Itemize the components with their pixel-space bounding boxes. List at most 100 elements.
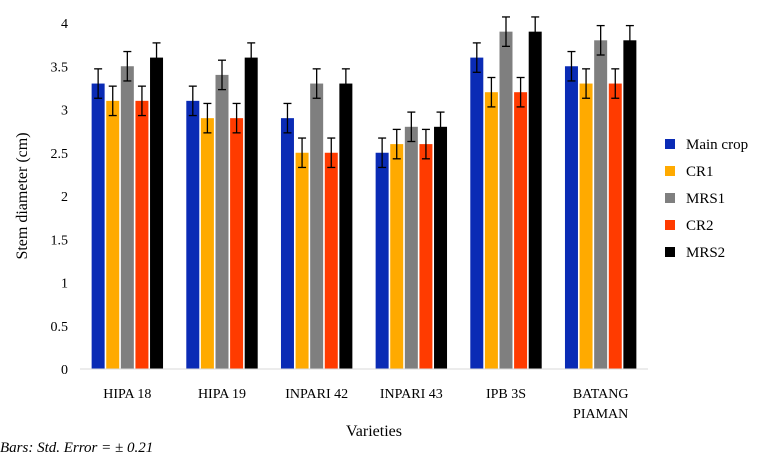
error-bar xyxy=(392,128,401,160)
legend-swatch xyxy=(665,166,675,176)
bar xyxy=(244,57,258,369)
legend-label: MRS2 xyxy=(686,245,725,261)
x-tick-label: PIAMAN xyxy=(573,407,628,422)
bar xyxy=(324,152,338,369)
x-tick-label: IPB 3S xyxy=(486,387,526,402)
error-bar xyxy=(298,137,307,169)
bar xyxy=(280,118,294,370)
legend-item: CR1 xyxy=(665,164,714,180)
bar xyxy=(390,144,404,369)
y-tick-label: 0.5 xyxy=(51,320,69,335)
bar xyxy=(514,92,528,369)
legend-item: Main crop xyxy=(665,137,748,153)
bar xyxy=(375,152,389,369)
error-bar xyxy=(108,85,117,117)
y-axis-title: Stem diameter (cm) xyxy=(14,132,31,259)
bar xyxy=(106,100,120,369)
bar xyxy=(230,118,244,370)
legend-swatch xyxy=(665,247,675,257)
bar xyxy=(150,57,164,369)
y-tick-label: 2 xyxy=(61,190,68,205)
legend-swatch xyxy=(665,139,675,149)
bar xyxy=(594,40,608,370)
bar xyxy=(91,83,105,370)
legend-item: MRS2 xyxy=(665,245,725,261)
bar xyxy=(339,83,353,370)
y-tick-label: 2.5 xyxy=(51,147,69,162)
error-bar xyxy=(137,85,146,117)
legend: Main crop CR1 MRS1 CR2 MRS2 xyxy=(665,137,748,261)
error-bar xyxy=(436,111,445,143)
error-bar xyxy=(596,24,605,56)
bar xyxy=(186,100,200,369)
legend-item: CR2 xyxy=(665,218,714,234)
y-tick-label: 3.5 xyxy=(51,60,69,75)
x-axis-ticks: HIPA 18 HIPA 19 INPARI 42 INPARI 43 IPB 3S BA… xyxy=(103,387,628,422)
error-bar xyxy=(232,102,241,134)
bar xyxy=(608,83,622,370)
bar xyxy=(564,66,578,369)
x-axis-title: Varieties xyxy=(346,423,402,440)
y-tick-label: 3 xyxy=(61,104,68,119)
error-bar xyxy=(502,16,510,48)
legend-swatch xyxy=(665,220,675,230)
error-bar xyxy=(625,24,634,56)
error-bar xyxy=(152,42,161,73)
bar xyxy=(499,31,513,370)
bar xyxy=(310,83,324,370)
error-bar xyxy=(611,68,620,99)
bar xyxy=(120,66,134,369)
error-bar xyxy=(247,42,256,73)
bar xyxy=(470,57,484,369)
error-bar xyxy=(283,102,292,134)
bar xyxy=(295,152,309,369)
legend-label: CR1 xyxy=(686,164,714,180)
error-bar xyxy=(378,137,387,169)
y-axis-ticks: 0 0.5 1 1.5 2 2.5 3 3.5 4 xyxy=(51,17,69,378)
bar xyxy=(200,118,214,370)
x-tick-label: INPARI 43 xyxy=(380,387,443,402)
legend-label: MRS1 xyxy=(686,191,725,207)
legend-item: MRS1 xyxy=(665,191,725,207)
error-bar xyxy=(472,42,481,73)
y-tick-label: 1 xyxy=(61,277,68,292)
error-bar xyxy=(312,68,321,99)
y-tick-label: 1.5 xyxy=(51,233,69,248)
error-bar xyxy=(487,76,496,108)
x-tick-label: HIPA 18 xyxy=(103,387,151,402)
error-bar xyxy=(567,50,576,82)
x-tick-label: INPARI 42 xyxy=(285,387,348,402)
bar xyxy=(528,31,542,370)
legend-swatch xyxy=(665,193,675,203)
error-bars xyxy=(94,16,634,169)
x-tick-label: BATANG xyxy=(573,387,629,402)
error-bar xyxy=(407,111,416,143)
bar xyxy=(623,40,637,370)
legend-label: CR2 xyxy=(686,218,714,234)
bar xyxy=(215,74,229,370)
error-bar xyxy=(218,59,226,91)
bar xyxy=(579,83,593,370)
error-bar xyxy=(327,137,336,169)
y-tick-label: 4 xyxy=(61,17,68,32)
error-bar xyxy=(531,16,540,48)
error-bar xyxy=(94,68,103,99)
x-tick-label: HIPA 19 xyxy=(198,387,246,402)
error-bar xyxy=(123,50,132,82)
y-tick-label: 0 xyxy=(61,363,68,378)
bar xyxy=(135,100,149,369)
bar xyxy=(484,92,498,369)
error-bar xyxy=(516,76,525,108)
bar xyxy=(419,144,433,369)
bar xyxy=(434,126,448,369)
bars xyxy=(91,31,637,370)
error-bar xyxy=(582,68,591,99)
error-bar-note: Bars: Std. Error = ± 0.21 xyxy=(0,440,154,456)
error-bar xyxy=(421,128,430,160)
legend-label: Main crop xyxy=(686,137,748,153)
error-bar xyxy=(203,102,212,134)
error-bar xyxy=(188,85,197,117)
bar xyxy=(404,126,418,369)
error-bar xyxy=(341,68,350,99)
